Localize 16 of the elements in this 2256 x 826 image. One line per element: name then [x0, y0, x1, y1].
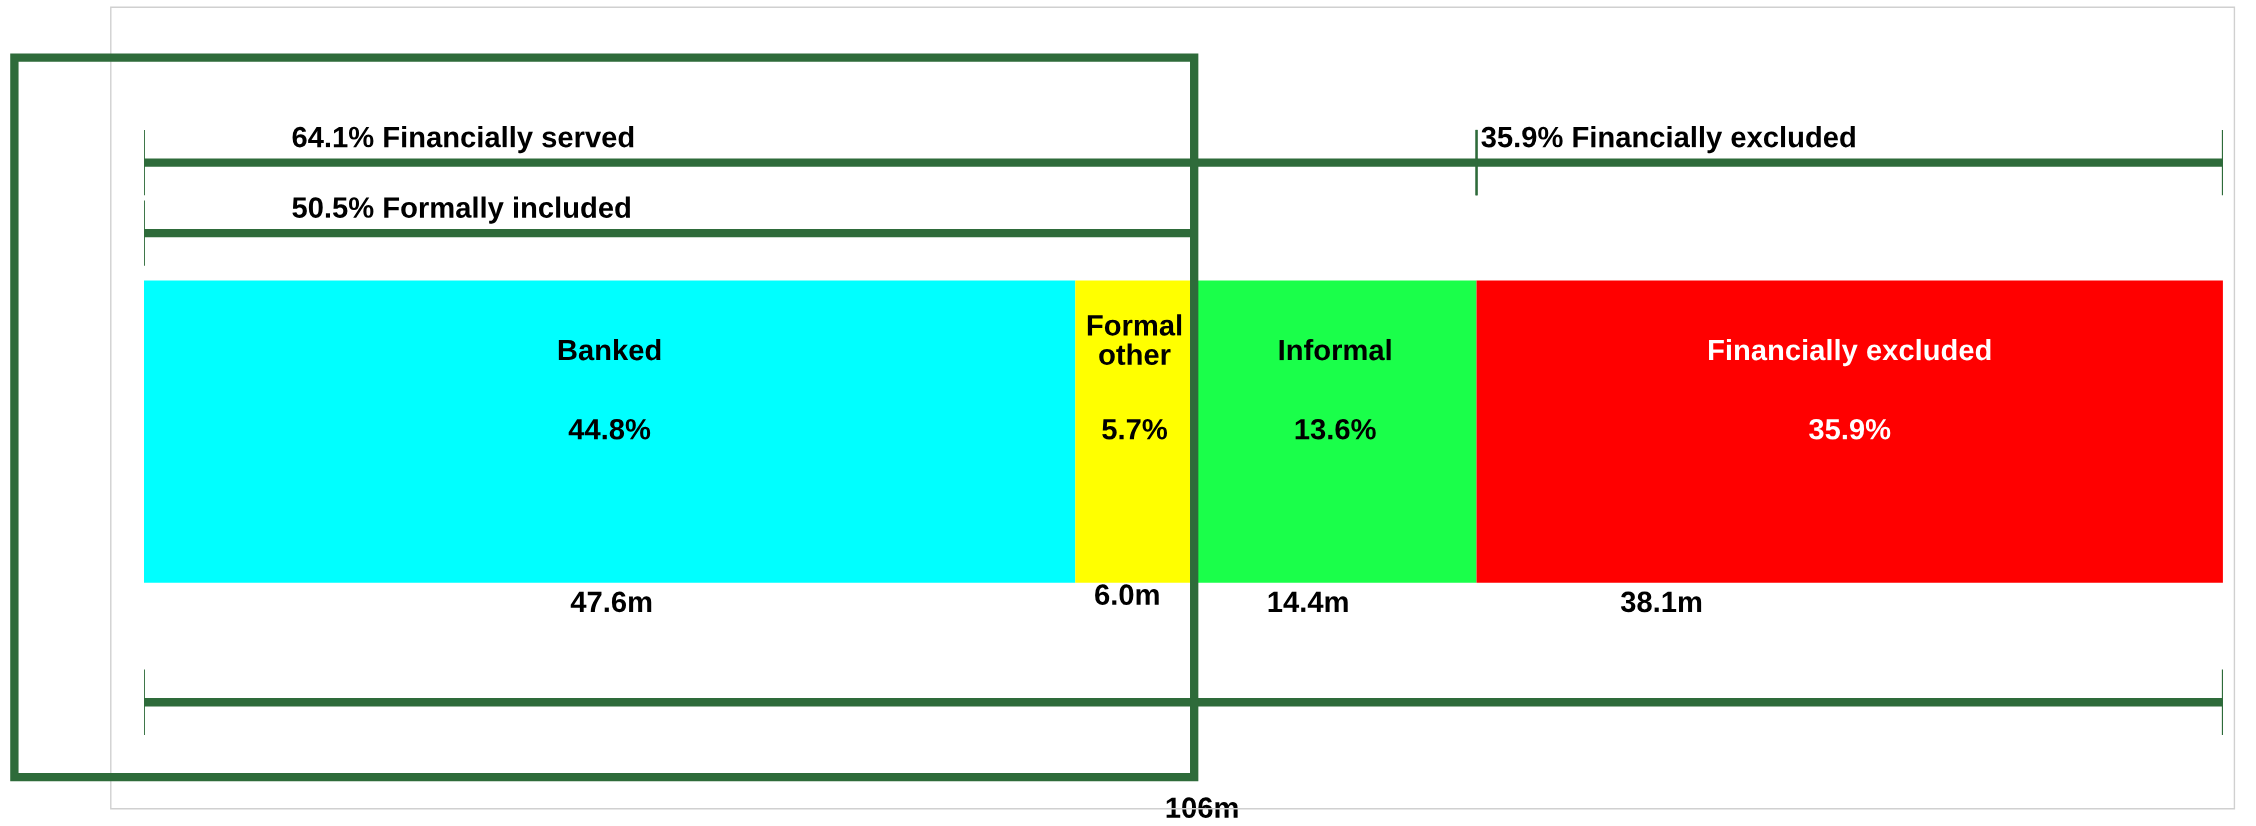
series-label: Formal other	[1087, 314, 1182, 365]
series-label: Banked	[558, 338, 661, 361]
data-label: 13.6%	[1295, 418, 1376, 440]
data-label: 5.7%	[1102, 418, 1168, 440]
text: 6.0m	[1095, 584, 1159, 606]
text: 64.1% Financially served	[292, 125, 634, 154]
data-label: 44.8%	[568, 418, 651, 440]
text: 38.1m	[1620, 591, 1702, 613]
text: 50.5% Formally included	[292, 196, 630, 224]
bar	[1476, 280, 2223, 583]
series-label: Informal	[1279, 338, 1391, 361]
text: 35.9% Financially excluded	[1481, 125, 1855, 154]
text: 14.4m	[1268, 591, 1348, 612]
data-label: 35.9%	[1809, 418, 1891, 440]
series-label: Financially excluded	[1709, 338, 1991, 367]
text: 47.6m	[570, 591, 652, 613]
